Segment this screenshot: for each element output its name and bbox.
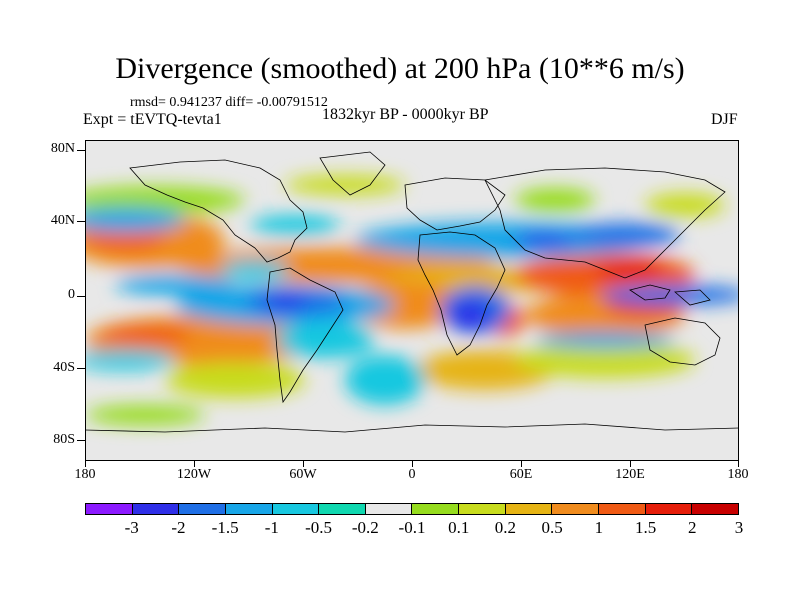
colorbar-label: -2: [171, 518, 186, 537]
tick-lon: [194, 461, 195, 467]
period-label: 1832kyr BP - 0000kyr BP: [322, 106, 489, 123]
colorbar-label: 2: [688, 518, 697, 537]
lat-label: 0: [68, 287, 75, 302]
tick-lon: [85, 461, 86, 467]
colorbar-swatch: [505, 504, 553, 514]
colorbar-swatch: [412, 504, 460, 514]
lon-label: 180: [74, 467, 96, 482]
colorbar-swatch: [319, 504, 366, 514]
colorbar-label: 0.1: [448, 518, 470, 537]
colorbar-swatch: [272, 504, 320, 514]
lat-label: 80S: [53, 432, 75, 447]
lon-label: 0: [408, 467, 416, 482]
colorbar-label: 3: [734, 518, 744, 537]
colorbar-swatch: [365, 504, 413, 514]
tick-lon: [521, 461, 522, 467]
colorbar-swatch: [225, 504, 273, 514]
colorbar-label: -0.5: [305, 518, 333, 537]
colorbar-swatch: [86, 504, 133, 514]
stats-label: rmsd= 0.941237 diff= -0.00791512: [130, 95, 328, 110]
colorbar-label: -0.2: [351, 518, 379, 537]
coastlines: [85, 151, 739, 433]
tick-lat: [77, 221, 85, 222]
colorbar-label: -1: [264, 518, 279, 537]
tick-lat: [77, 296, 85, 297]
tick-lat: [77, 368, 85, 369]
tick-lon: [303, 461, 304, 467]
colorbar-label: -0.1: [398, 518, 426, 537]
colorbar-label: 0.5: [541, 518, 563, 537]
lat-label: 40N: [50, 213, 75, 228]
tick-lat: [77, 440, 85, 441]
colorbar-swatch: [599, 504, 646, 514]
colorbar-label: 0.2: [494, 518, 517, 537]
divergence-map: [85, 140, 739, 461]
lon-label: 180: [727, 467, 749, 482]
colorbar-label: 1: [594, 518, 604, 537]
tick-lon: [412, 461, 413, 467]
colorbar-swatch: [179, 504, 226, 514]
lon-label: 120W: [176, 467, 212, 482]
colorbar-swatch: [692, 504, 738, 514]
colorbar-swatch: [645, 504, 693, 514]
lat-label: 40S: [53, 360, 75, 375]
lat-label: 80N: [50, 141, 75, 156]
lon-label: 120E: [615, 467, 645, 482]
colorbar-label: 1.5: [634, 518, 657, 537]
tick-lon: [738, 461, 739, 467]
season-label: DJF: [711, 111, 738, 128]
colorbar-label: -3: [124, 518, 139, 537]
lon-label: 60W: [289, 467, 317, 482]
colorbar-swatch: [132, 504, 180, 514]
tick-lat: [77, 150, 85, 151]
lon-label: 60E: [509, 467, 533, 482]
colorbar-swatch: [552, 504, 600, 514]
plot-title: Divergence (smoothed) at 200 hPa (10**6 …: [115, 52, 685, 85]
colorbar-swatch: [459, 504, 506, 514]
experiment-label: Expt = tEVTQ-tevta1: [83, 111, 222, 128]
tick-lon: [630, 461, 631, 467]
colorbar: [85, 503, 739, 515]
colorbar-label: -1.5: [211, 518, 239, 537]
